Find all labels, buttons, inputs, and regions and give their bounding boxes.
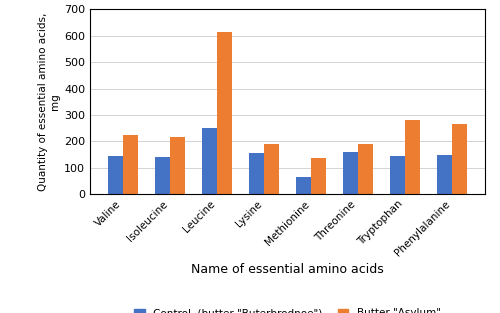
Bar	[108, 156, 123, 194]
Bar	[343, 152, 358, 194]
Bar	[311, 158, 326, 194]
Bar	[264, 144, 279, 194]
Bar	[452, 124, 467, 194]
Bar	[358, 144, 373, 194]
Bar	[202, 128, 217, 194]
X-axis label: Name of essential amino acids: Name of essential amino acids	[191, 264, 384, 276]
Bar	[390, 156, 405, 194]
Bar	[296, 177, 311, 194]
Bar	[405, 120, 420, 194]
Y-axis label: Quantity of essential amino acids,
mg: Quantity of essential amino acids, mg	[38, 13, 60, 191]
Bar	[217, 32, 232, 194]
Bar	[249, 153, 264, 194]
Bar	[170, 137, 185, 194]
Bar	[123, 135, 138, 194]
Bar	[437, 155, 452, 194]
Legend: Control  (butter "Buterbrodnoe"), Butter "Asylum": Control (butter "Buterbrodnoe"), Butter …	[132, 306, 443, 313]
Bar	[155, 157, 170, 194]
